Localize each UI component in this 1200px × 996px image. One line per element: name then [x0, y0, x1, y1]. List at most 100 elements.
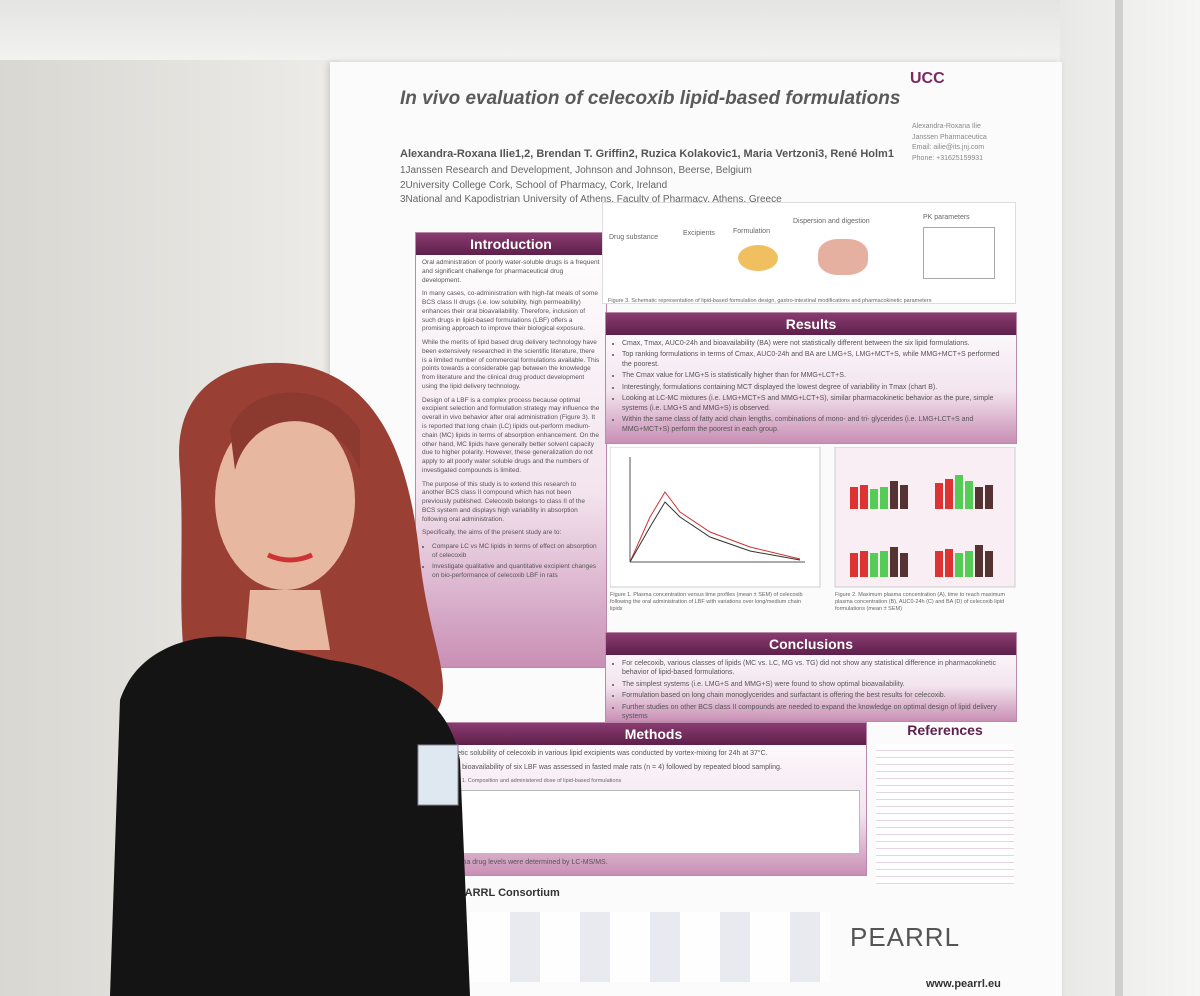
- neck: [245, 590, 330, 650]
- authors: Alexandra-Roxana Ilie1,2, Brendan T. Gri…: [400, 148, 894, 160]
- heading: Methods: [441, 723, 866, 745]
- scheme-step: Dispersion and digestion: [793, 218, 870, 225]
- paragraph: In many cases, co-administration with hi…: [422, 290, 598, 333]
- reference-list: [876, 744, 1014, 884]
- bullet: Top ranking formulations in terms of Cma…: [622, 350, 1010, 369]
- results-text: Cmax, Tmax, AUC0-24h and bioavailability…: [606, 335, 1016, 440]
- shape: [955, 553, 963, 577]
- shape: [890, 547, 898, 577]
- affiliation: 2University College Cork, School of Phar…: [400, 179, 668, 191]
- shape: [955, 475, 963, 509]
- contact-line: Janssen Pharmaceutica: [912, 133, 987, 141]
- sweater: [110, 636, 470, 996]
- affiliation: 3National and Kapodistrian University of…: [400, 194, 782, 205]
- bullet: The Cmax value for LMG+S is statisticall…: [622, 371, 1010, 380]
- shape: [975, 545, 983, 577]
- curve: [629, 491, 801, 563]
- fringe: [230, 392, 360, 470]
- shape: [850, 487, 858, 509]
- bars: [850, 475, 993, 577]
- logo: UCC: [910, 70, 945, 87]
- caption: Figure 3. Schematic representation of li…: [608, 298, 932, 304]
- caption: Figure 1. Plasma concentration versus ti…: [610, 592, 803, 613]
- badge: [417, 744, 459, 806]
- affiliation: 1Janssen Research and Development, Johns…: [400, 165, 752, 176]
- poster: UCC In vivo evaluation of celecoxib lipi…: [330, 62, 1062, 996]
- bullet: For celecoxib, various classes of lipids…: [622, 659, 1010, 678]
- table: [447, 790, 860, 855]
- face: [215, 410, 355, 590]
- partner-logos: [470, 912, 830, 982]
- brand: PEARRL: [850, 922, 961, 952]
- contact: Alexandra-Roxana Ilie Janssen Pharmaceut…: [912, 122, 987, 164]
- wall-right: [1060, 0, 1200, 996]
- heading: Results: [606, 313, 1016, 335]
- affiliations: 1Janssen Research and Development, Johns…: [400, 164, 782, 208]
- shape: [870, 489, 878, 509]
- heading: References: [907, 722, 983, 738]
- figures: [610, 447, 1016, 588]
- shape: [880, 487, 888, 509]
- shape: [880, 551, 888, 577]
- shape: [860, 551, 868, 577]
- shape: [965, 481, 973, 509]
- scheme-step: PK parameters: [923, 214, 970, 221]
- shape: [870, 553, 878, 577]
- scheme: Drug substance Excipients Formulation Di…: [602, 202, 1016, 304]
- conclusions: Conclusions For celecoxib, various class…: [605, 632, 1017, 722]
- methods-text: Kinetic solubility of celecoxib in vario…: [441, 745, 866, 875]
- shape: [985, 551, 993, 577]
- contact-line: Phone: +31625159931: [912, 154, 984, 162]
- title: In vivo evaluation of celecoxib lipid-ba…: [400, 88, 901, 109]
- consortium: PEARRL Consortium: [450, 887, 560, 899]
- curve: [629, 501, 801, 563]
- shape: [985, 485, 993, 509]
- stomach: [818, 239, 868, 275]
- bullet: Looking at LC-MC mixtures (i.e. LMG+MCT+…: [622, 394, 1010, 413]
- paragraph: While the merits of lipid based drug del…: [422, 339, 600, 390]
- scheme-step: Drug substance: [609, 234, 659, 241]
- lips: [266, 552, 314, 563]
- aim: Compare LC vs MC lipids in terms of effe…: [432, 543, 600, 561]
- conclusions-text: For celecoxib, various classes of lipids…: [606, 655, 1016, 721]
- intro-text: Oral administration of poorly water-solu…: [416, 255, 606, 586]
- capsules: [738, 245, 778, 271]
- results: Results Cmax, Tmax, AUC0-24h and bioavai…: [605, 312, 1017, 444]
- line: Table 1. Composition and administered do…: [447, 777, 622, 784]
- shape: [975, 487, 983, 509]
- bullet: Cmax, Tmax, AUC0-24h and bioavailability…: [622, 339, 1010, 348]
- paragraph: Design of a LBF is a complex process bec…: [422, 396, 600, 474]
- heading: Conclusions: [606, 633, 1016, 655]
- bullet: Within the same class of fatty acid chai…: [622, 415, 1010, 434]
- shape: [935, 483, 943, 509]
- board-frame: [1115, 0, 1123, 996]
- references: References: [870, 722, 1020, 884]
- introduction: Introduction Oral administration of poor…: [415, 232, 607, 668]
- aim: Investigate qualitative and quantitative…: [432, 563, 600, 581]
- scheme-step: Excipients: [683, 230, 715, 237]
- bullet: The simplest systems (i.e. LMG+S and MMG…: [622, 680, 1010, 689]
- bullet: Interestingly, formulations containing M…: [622, 383, 1010, 392]
- url: www.pearrl.eu: [926, 978, 1001, 990]
- shape: [965, 551, 973, 577]
- shape: [900, 553, 908, 577]
- contact-line: Email: ailie@its.jnj.com: [912, 144, 985, 151]
- line: Oral bioavailability of six LBF was asse…: [447, 764, 782, 772]
- line: Kinetic solubility of celecoxib in vario…: [447, 750, 768, 757]
- axes: [629, 457, 805, 563]
- bullet: Further studies on other BCS class II co…: [622, 703, 1010, 721]
- paragraph: The purpose of this study is to extend t…: [422, 480, 585, 523]
- shape: [945, 479, 953, 509]
- bullet: Formulation based on long chain monoglyc…: [622, 691, 1010, 700]
- methods: Methods Kinetic solubility of celecoxib …: [440, 722, 867, 876]
- paragraph: Oral administration of poorly water-solu…: [422, 259, 600, 284]
- shape: [945, 549, 953, 577]
- contact-line: Alexandra-Roxana Ilie: [912, 123, 981, 130]
- pk-plot: [923, 227, 995, 279]
- shape: [935, 551, 943, 577]
- scheme-step: Formulation: [733, 228, 770, 235]
- shape: [860, 485, 868, 509]
- line: Plasma drug levels were determined by LC…: [447, 859, 608, 867]
